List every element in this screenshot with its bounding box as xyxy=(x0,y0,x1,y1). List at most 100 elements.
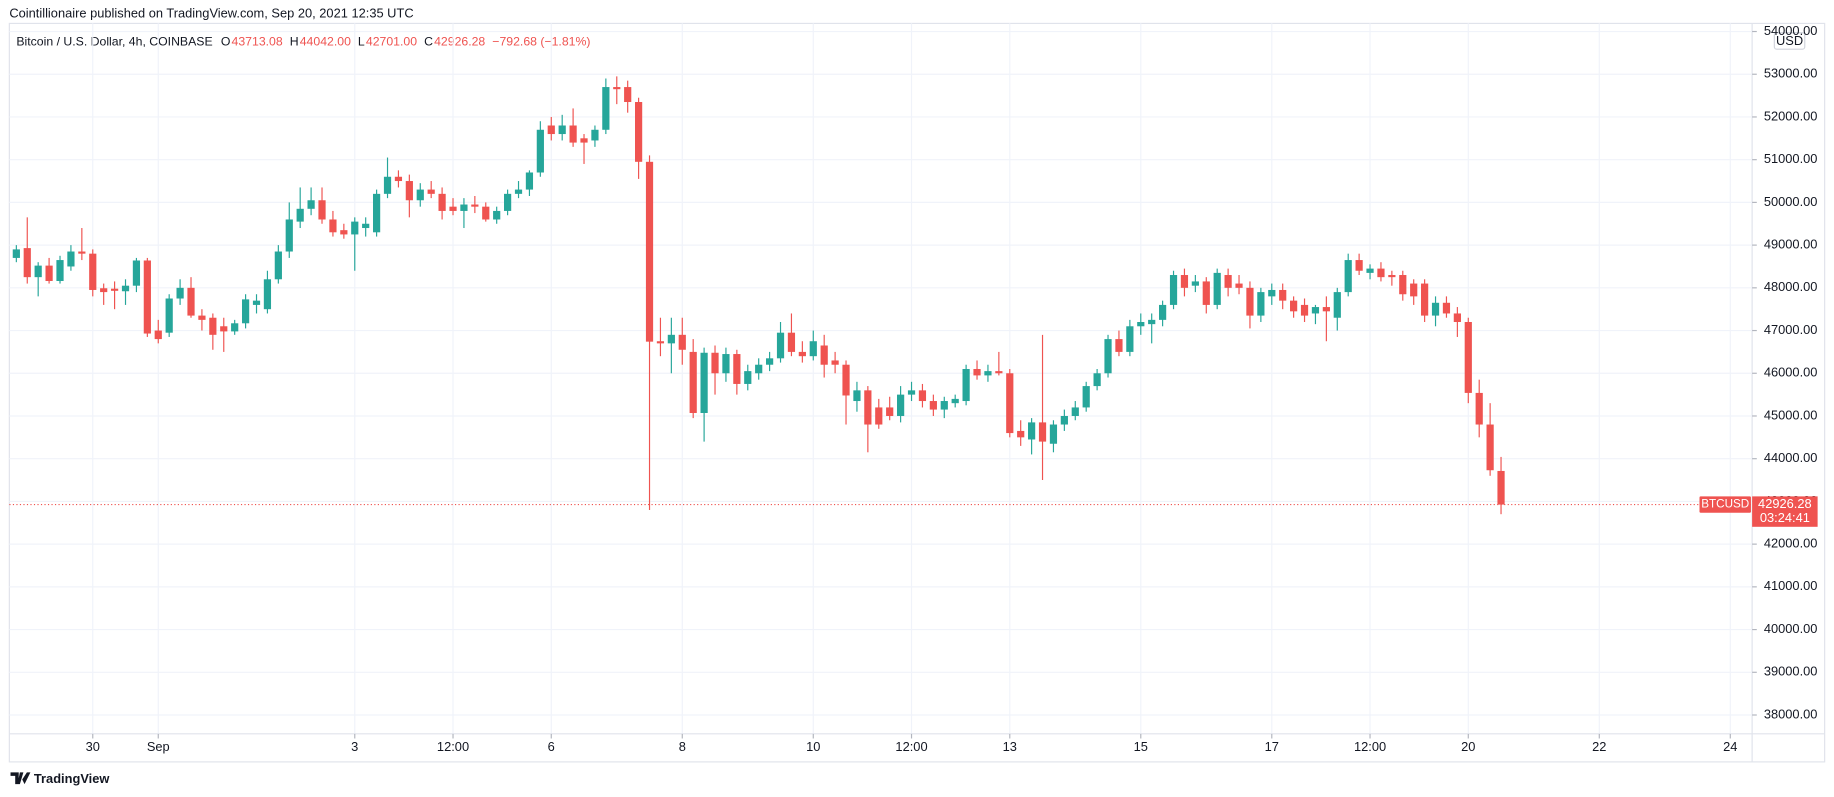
publisher: Cointillionaire published on TradingView… xyxy=(9,5,413,20)
candle-body xyxy=(995,371,1003,374)
ohlc-key: C xyxy=(424,34,433,48)
x-tick-label: 17 xyxy=(1265,739,1279,754)
ohlc-key: H xyxy=(290,34,299,48)
candle-body xyxy=(482,206,490,220)
candle-body xyxy=(689,351,697,413)
candle-body xyxy=(427,189,435,194)
change: −792.68 (−1.81%) xyxy=(492,34,590,48)
y-tick-label: 46000.00 xyxy=(1764,365,1818,380)
candle-body xyxy=(471,204,479,207)
candle-body xyxy=(613,87,621,90)
candle-body xyxy=(1191,281,1199,286)
candle-body xyxy=(711,352,719,374)
last-price: 42926.28 xyxy=(1758,496,1812,511)
y-tick-label: 42000.00 xyxy=(1764,536,1818,551)
candle-body xyxy=(1366,268,1374,273)
candle-body xyxy=(929,401,937,410)
candle-body xyxy=(1006,373,1014,434)
candle-body xyxy=(383,176,392,194)
candle-body xyxy=(154,330,162,340)
candle-body xyxy=(307,200,315,209)
y-tick-label: 49000.00 xyxy=(1764,236,1818,251)
candle-body xyxy=(525,172,534,190)
y-tick-label: 48000.00 xyxy=(1764,279,1818,294)
candle-body xyxy=(1421,283,1429,316)
grid xyxy=(9,23,1753,734)
candle-body xyxy=(165,298,173,333)
symbol-tag xyxy=(1699,496,1751,513)
candle-body xyxy=(1333,292,1341,318)
candle-body xyxy=(842,364,850,396)
candle-body xyxy=(1093,373,1101,387)
candle-body xyxy=(1071,407,1079,416)
candle-body xyxy=(1431,302,1440,316)
ohlc-value: 44042.00 xyxy=(300,34,351,48)
title: Bitcoin / U.S. Dollar, 4h, COINBASE xyxy=(16,34,212,48)
candle-body xyxy=(252,300,261,305)
candle-body xyxy=(176,287,184,299)
y-tick-label: 38000.00 xyxy=(1764,706,1818,721)
candle-body xyxy=(755,364,763,374)
candle-body xyxy=(198,315,206,320)
candle-body xyxy=(504,193,512,211)
candle-body xyxy=(624,87,632,103)
candle-body xyxy=(558,125,566,135)
candle-body xyxy=(918,390,927,402)
candle-body xyxy=(656,341,665,344)
candle-body xyxy=(351,221,359,235)
candle-body xyxy=(1017,430,1025,438)
chart-frame xyxy=(8,22,1826,763)
candle-body xyxy=(1300,304,1309,316)
candle-body xyxy=(678,334,686,350)
candle-body xyxy=(962,368,970,402)
candle-body xyxy=(733,354,741,384)
candle-body xyxy=(493,210,501,220)
x-tick-label: 12:00 xyxy=(1354,739,1386,754)
y-tick-label: 45000.00 xyxy=(1764,407,1818,422)
candle-body xyxy=(820,345,828,365)
candle-body xyxy=(1169,275,1178,305)
candle-body xyxy=(1115,339,1123,352)
candle-body xyxy=(1464,322,1472,393)
candle-body xyxy=(940,401,948,410)
candle-body xyxy=(285,219,293,252)
candle-body xyxy=(1126,326,1134,352)
y-tick-label: 41000.00 xyxy=(1764,578,1818,593)
candle-body xyxy=(340,230,348,235)
currency-box xyxy=(1773,32,1806,50)
candle-body xyxy=(1388,275,1396,278)
candle-body xyxy=(143,260,151,334)
candle-body xyxy=(438,193,446,211)
candle-body xyxy=(1235,283,1243,288)
candle-body xyxy=(263,279,272,310)
candle-body xyxy=(787,332,796,352)
candle-body xyxy=(132,260,141,286)
candle-body xyxy=(602,87,610,130)
candle-body xyxy=(1202,281,1210,305)
legend-header: Bitcoin / U.S. Dollar, 4h, COINBASE O 4371… xyxy=(16,34,590,48)
candle-body xyxy=(907,390,916,395)
candle-body xyxy=(1355,260,1363,271)
y-tick-label: 54000.00 xyxy=(1764,23,1818,38)
candle-body xyxy=(1497,470,1505,505)
y-tick-label: 44000.00 xyxy=(1764,450,1818,465)
candle-body xyxy=(1137,322,1145,327)
x-tick-label: 12:00 xyxy=(437,739,469,754)
brand: TradingView xyxy=(34,771,110,786)
x-tick-label: 15 xyxy=(1134,739,1148,754)
candle-body xyxy=(1104,339,1112,374)
candle-body xyxy=(67,251,75,267)
x-tick-label: 20 xyxy=(1461,739,1475,754)
candle-body xyxy=(1399,275,1407,295)
candle-body xyxy=(1442,302,1451,314)
candle-body xyxy=(1038,422,1047,442)
candle-body xyxy=(591,129,599,141)
candle-body xyxy=(514,189,523,194)
candle-body xyxy=(1060,415,1068,425)
candle-body xyxy=(809,341,817,357)
candle-body xyxy=(951,398,959,404)
candle-body xyxy=(1159,304,1167,320)
candle-body xyxy=(394,176,403,182)
ohlc-key: O xyxy=(221,34,231,48)
candle-body xyxy=(864,390,872,425)
